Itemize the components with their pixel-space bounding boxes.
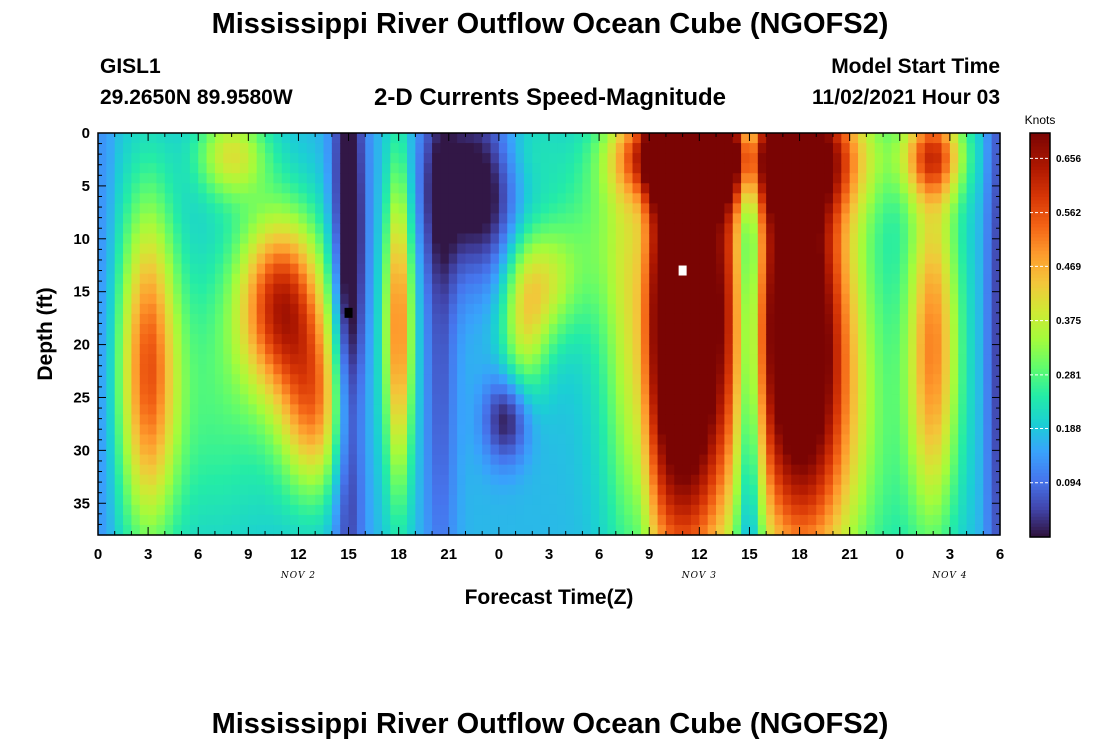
date-label: NOV 4 xyxy=(931,571,967,581)
x-tick-label: 6 xyxy=(194,546,202,563)
colorbar-tick-label: 0.562 xyxy=(1056,208,1081,219)
colorbar-tick-label: 0.188 xyxy=(1056,424,1081,435)
x-tick-label: 9 xyxy=(244,546,252,563)
y-tick-label: 10 xyxy=(73,231,90,248)
chart-axes: 0 3 6 9 12 15 18 21 0 3 6 9 12 15 18 21 0 3 6 NOV 2 NOV 3 NOV… xyxy=(34,125,1004,609)
chart-subtitle: 2-D Currents Speed-Magnitude xyxy=(373,84,727,111)
model-start-time: 11/02/2021 Hour 03 xyxy=(812,86,1000,109)
y-tick-label: 5 xyxy=(82,178,90,195)
x-tick-label: 18 xyxy=(390,546,407,563)
x-tick-label: 0 xyxy=(896,546,904,563)
x-tick-label: 6 xyxy=(996,546,1004,563)
y-tick-label: 35 xyxy=(73,495,90,512)
next-chart-title: Mississippi River Outflow Ocean Cube (NG… xyxy=(211,708,889,740)
colorbar-tick-label: 0.094 xyxy=(1056,478,1081,489)
x-axis-title: Forecast Time(Z) xyxy=(465,586,634,609)
x-tick-label: 12 xyxy=(290,546,307,563)
x-tick-label: 3 xyxy=(946,546,954,563)
x-tick-label: 3 xyxy=(545,546,553,563)
colorbar-tick-label: 0.375 xyxy=(1056,316,1081,327)
heatmap-plot-area xyxy=(98,133,1001,536)
x-tick-label: 18 xyxy=(791,546,808,563)
x-tick-label: 0 xyxy=(495,546,503,563)
y-tick-label: 25 xyxy=(73,389,90,406)
y-tick-label: 0 xyxy=(82,125,90,142)
x-tick-label: 21 xyxy=(841,546,858,563)
station-id: GISL1 xyxy=(100,55,161,78)
chart-title: Mississippi River Outflow Ocean Cube (NG… xyxy=(211,8,889,40)
x-tick-label: 3 xyxy=(144,546,152,563)
colorbar: 0.656 0.562 0.469 0.375 0.281 0.188 0.094 Knots xyxy=(1025,113,1081,538)
x-tick-label: 21 xyxy=(440,546,457,563)
x-tick-label: 9 xyxy=(645,546,653,563)
station-coordinates: 29.2650N 89.9580W xyxy=(100,86,293,109)
marker-min xyxy=(344,307,353,318)
model-start-label: Model Start Time xyxy=(831,55,1000,78)
x-tick-label: 0 xyxy=(94,546,102,563)
y-axis-title: Depth (ft) xyxy=(34,287,57,380)
y-tick-label: 15 xyxy=(73,284,90,301)
extreme-markers xyxy=(344,265,687,318)
colorbar-tick-label: 0.281 xyxy=(1056,370,1081,381)
date-label: NOV 3 xyxy=(681,571,717,581)
y-tick-label: 20 xyxy=(73,337,90,354)
colorbar-tick-label: 0.656 xyxy=(1056,154,1081,165)
colorbar-unit: Knots xyxy=(1025,113,1056,127)
date-label: NOV 2 xyxy=(280,571,316,581)
x-tick-label: 15 xyxy=(340,546,357,563)
x-tick-label: 15 xyxy=(741,546,758,563)
y-tick-label: 30 xyxy=(73,442,90,459)
x-tick-label: 12 xyxy=(691,546,708,563)
x-tick-label: 6 xyxy=(595,546,603,563)
marker-max xyxy=(678,265,687,276)
colorbar-tick-label: 0.469 xyxy=(1056,262,1081,273)
